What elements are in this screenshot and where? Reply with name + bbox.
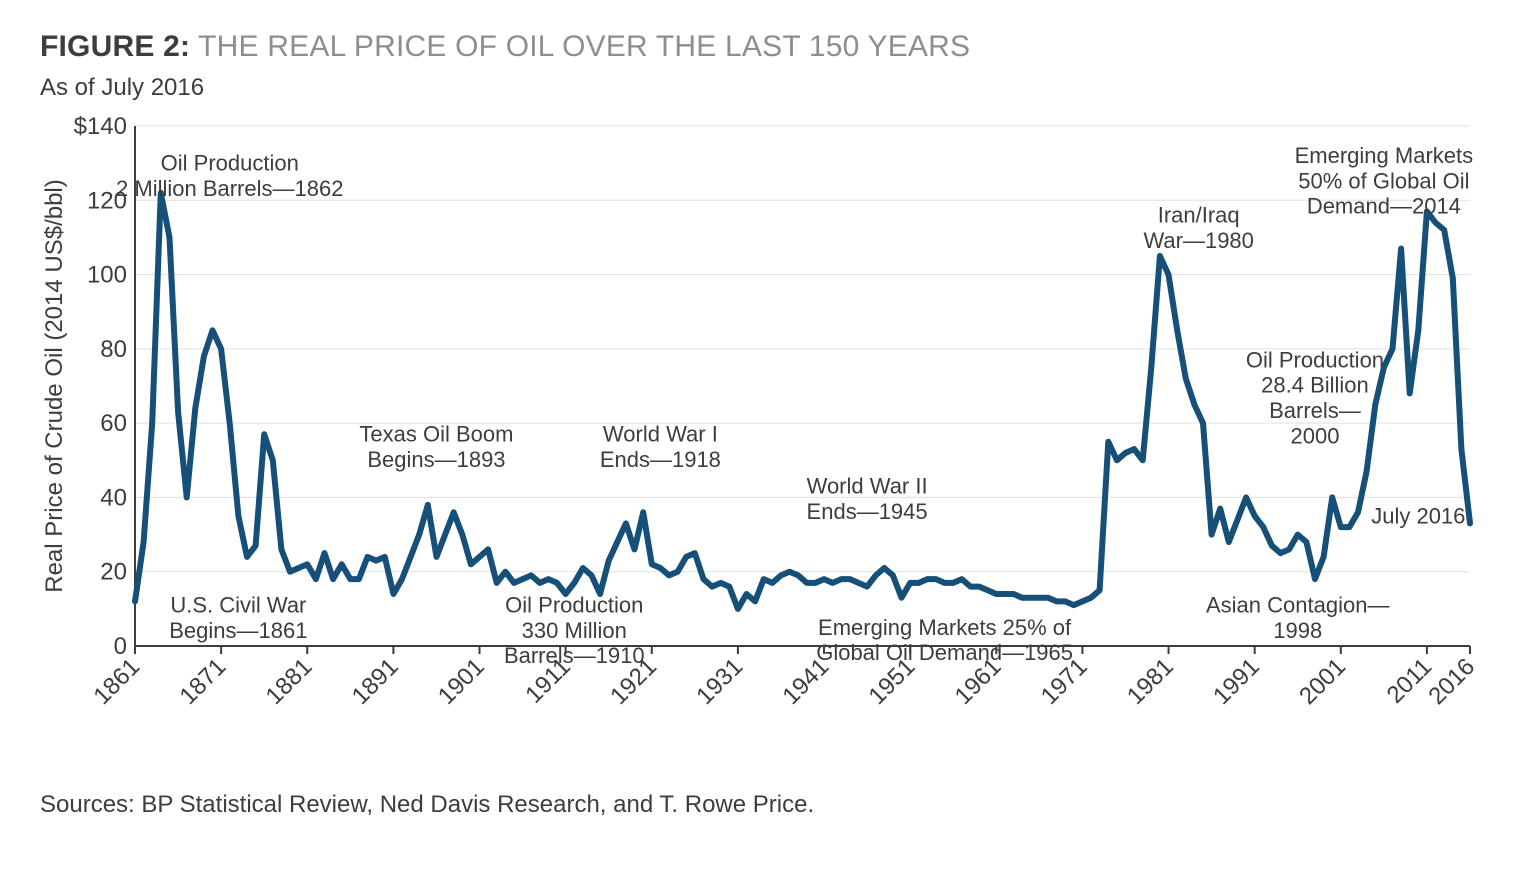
x-tick-label: 1991	[1208, 653, 1265, 710]
x-tick-label: 2001	[1294, 653, 1351, 710]
sources-text: Sources: BP Statistical Review, Ned Davi…	[40, 791, 1485, 819]
figure-subtitle: As of July 2016	[40, 74, 1485, 102]
x-tick-label: 1981	[1122, 653, 1179, 710]
chart-annotation: Oil Production330 MillionBarrels—1910	[504, 593, 645, 669]
chart-annotation: Emerging Markets50% of Global OilDemand—…	[1295, 143, 1474, 219]
chart-annotation: Oil Production28.4 BillionBarrels—2000	[1246, 347, 1384, 448]
chart-annotation: World War IIEnds—1945	[807, 474, 928, 524]
x-tick-label: 1931	[691, 653, 748, 710]
chart-annotation: Iran/IraqWar—1980	[1143, 203, 1253, 253]
chart-annotation: U.S. Civil WarBegins—1861	[169, 593, 307, 643]
x-tick-label: 1881	[261, 653, 318, 710]
chart-annotation: Asian Contagion—1998	[1206, 593, 1389, 643]
y-axis-label: Real Price of Crude Oil (2014 US$/bbl)	[41, 179, 68, 593]
y-tick-label: $140	[74, 116, 127, 140]
chart-annotation: Texas Oil BoomBegins—1893	[359, 422, 513, 472]
y-tick-label: 20	[100, 559, 127, 586]
x-tick-label: 1871	[175, 653, 232, 710]
y-tick-label: 100	[87, 262, 127, 289]
x-tick-label: 2011	[1382, 653, 1438, 709]
figure-prefix: FIGURE 2:	[40, 30, 190, 63]
oil-price-line-chart: 020406080100120$140186118711881189119011…	[40, 116, 1485, 776]
x-tick-label: 1901	[433, 653, 490, 710]
x-tick-label: 2016	[1423, 653, 1480, 710]
figure-title: FIGURE 2: THE REAL PRICE OF OIL OVER THE…	[40, 30, 1485, 64]
chart-container: 020406080100120$140186118711881189119011…	[40, 116, 1485, 781]
chart-annotation: July 2016	[1371, 503, 1465, 528]
x-tick-label: 1891	[347, 653, 404, 710]
chart-annotation: Oil Production2 Million Barrels—1862	[116, 151, 343, 201]
y-tick-label: 80	[100, 336, 127, 363]
figure-title-rest: THE REAL PRICE OF OIL OVER THE LAST 150 …	[198, 30, 970, 63]
chart-annotation: World War IEnds—1918	[600, 422, 721, 472]
x-tick-label: 1861	[88, 653, 145, 710]
y-tick-label: 40	[100, 484, 127, 511]
y-tick-label: 60	[100, 410, 127, 437]
chart-annotation: Emerging Markets 25% ofGlobal Oil Demand…	[816, 615, 1073, 665]
